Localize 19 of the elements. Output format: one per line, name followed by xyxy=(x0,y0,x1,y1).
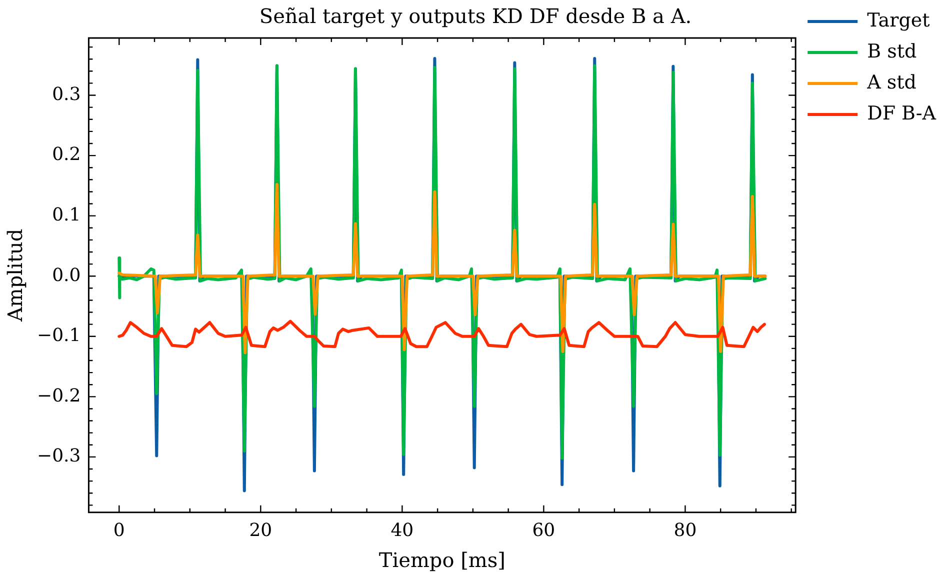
y-tick-label: 0.2 xyxy=(52,144,81,166)
x-tick-label: 20 xyxy=(249,520,272,541)
y-tick-label: 0.3 xyxy=(52,84,81,105)
x-axis-title: Tiempo [ms] xyxy=(378,548,506,572)
y-tick-label: 0.1 xyxy=(52,204,81,226)
y-tick-label: 0.0 xyxy=(52,264,81,286)
x-tick-label: 60 xyxy=(532,520,556,541)
y-tick-label: −0.2 xyxy=(36,385,81,406)
legend-label: Target xyxy=(867,9,930,32)
legend-label: B std xyxy=(867,40,917,62)
x-tick-label: 40 xyxy=(390,520,414,541)
y-tick-label: −0.1 xyxy=(36,325,81,346)
legend-label: A std xyxy=(866,71,916,94)
chart-title: Señal target y outputs KD DF desde B a A. xyxy=(259,4,692,28)
y-axis-title: Amplitud xyxy=(3,228,28,323)
y-tick-label: −0.3 xyxy=(36,446,81,467)
x-tick-label: 80 xyxy=(674,520,697,541)
x-tick-label: 0 xyxy=(113,520,125,541)
legend-label: DF B-A xyxy=(867,102,936,124)
